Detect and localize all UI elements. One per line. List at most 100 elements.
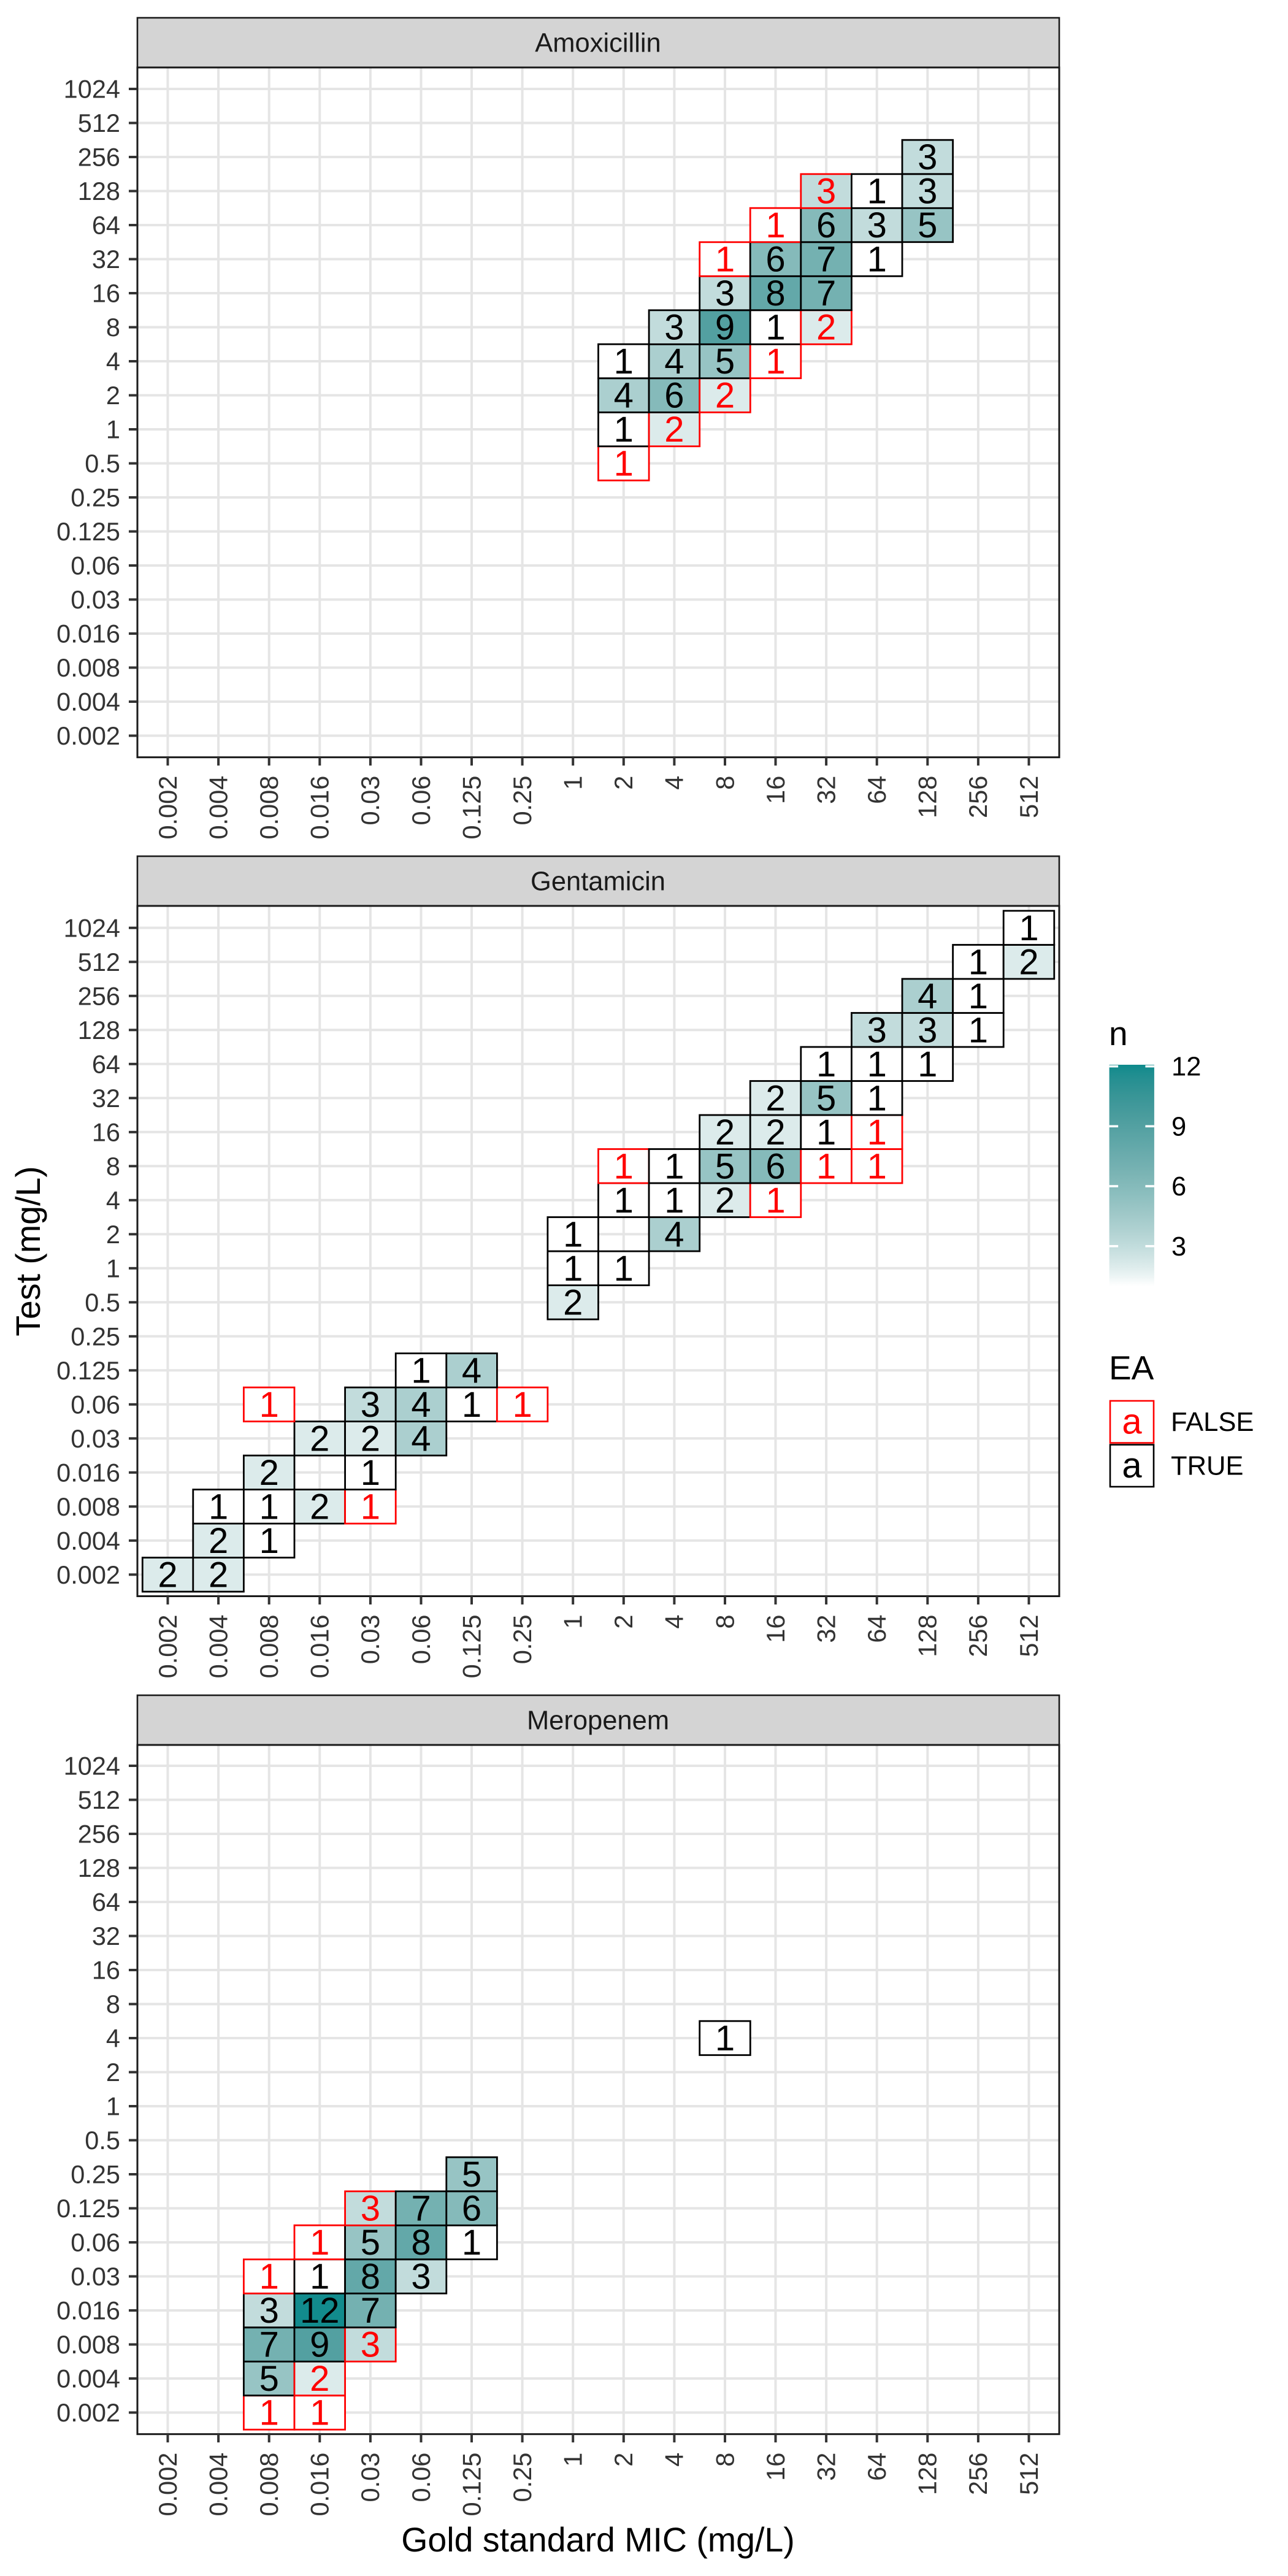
svg-text:2: 2	[563, 1282, 583, 1322]
svg-text:1: 1	[106, 2092, 120, 2121]
svg-text:TRUE: TRUE	[1171, 1452, 1243, 1481]
svg-text:1: 1	[614, 1146, 634, 1186]
svg-text:0.125: 0.125	[56, 517, 120, 546]
svg-text:0.002: 0.002	[56, 1560, 120, 1589]
svg-text:1: 1	[614, 1249, 634, 1289]
svg-text:1: 1	[512, 1385, 532, 1425]
svg-text:1: 1	[867, 1113, 887, 1152]
svg-text:0.25: 0.25	[71, 1322, 120, 1351]
svg-text:1024: 1024	[64, 75, 120, 104]
svg-text:EA: EA	[1109, 1349, 1154, 1387]
svg-text:512: 512	[1014, 776, 1043, 818]
svg-text:1: 1	[310, 2393, 329, 2433]
svg-text:5: 5	[816, 1078, 836, 1118]
svg-text:12: 12	[300, 2291, 340, 2331]
svg-text:0.008: 0.008	[255, 776, 283, 840]
svg-text:0.016: 0.016	[56, 1458, 120, 1487]
svg-text:1: 1	[816, 1045, 836, 1084]
svg-text:32: 32	[92, 1084, 120, 1113]
svg-text:Meropenem: Meropenem	[527, 1706, 669, 1736]
svg-text:8: 8	[710, 1615, 739, 1629]
svg-text:512: 512	[78, 109, 120, 137]
svg-text:0.06: 0.06	[71, 1390, 120, 1419]
svg-text:5: 5	[259, 2359, 279, 2399]
svg-text:1: 1	[816, 1113, 836, 1152]
svg-text:256: 256	[78, 1820, 120, 1849]
svg-text:2: 2	[609, 1615, 638, 1629]
svg-text:1: 1	[209, 1487, 228, 1527]
svg-text:0.008: 0.008	[255, 2453, 283, 2517]
svg-text:4: 4	[462, 1351, 481, 1390]
svg-text:1: 1	[664, 1181, 684, 1221]
svg-text:64: 64	[92, 1049, 120, 1078]
svg-text:128: 128	[913, 2453, 942, 2495]
svg-text:1: 1	[968, 1010, 988, 1050]
svg-text:2: 2	[361, 1419, 380, 1459]
svg-text:32: 32	[811, 1615, 840, 1643]
svg-text:2: 2	[609, 776, 638, 790]
svg-text:1: 1	[968, 942, 988, 982]
svg-text:1: 1	[715, 240, 735, 280]
svg-text:1024: 1024	[64, 1752, 120, 1781]
svg-text:1: 1	[106, 1254, 120, 1282]
svg-text:1: 1	[765, 342, 785, 381]
svg-text:Gentamicin: Gentamicin	[531, 867, 665, 897]
svg-text:1: 1	[310, 2257, 329, 2297]
svg-text:1: 1	[559, 1615, 588, 1629]
svg-text:512: 512	[78, 1785, 120, 1814]
svg-text:1: 1	[614, 444, 634, 484]
svg-text:0.03: 0.03	[71, 585, 120, 614]
svg-text:512: 512	[78, 948, 120, 976]
svg-text:2: 2	[715, 1113, 735, 1152]
svg-text:4: 4	[614, 376, 634, 416]
svg-text:1: 1	[867, 172, 887, 212]
svg-text:0.06: 0.06	[407, 1615, 435, 1665]
svg-text:1: 1	[310, 2223, 329, 2263]
svg-text:4: 4	[106, 1186, 120, 1214]
svg-text:0.002: 0.002	[56, 721, 120, 750]
svg-text:64: 64	[862, 2453, 891, 2481]
svg-text:256: 256	[964, 776, 992, 818]
svg-text:0.25: 0.25	[508, 776, 537, 826]
svg-text:256: 256	[78, 981, 120, 1010]
svg-text:0.125: 0.125	[56, 1356, 120, 1385]
svg-text:1: 1	[765, 1181, 785, 1221]
svg-text:0.03: 0.03	[71, 2262, 120, 2291]
svg-text:1: 1	[462, 2223, 481, 2263]
svg-text:1: 1	[715, 2018, 735, 2058]
svg-text:1: 1	[559, 2453, 588, 2467]
svg-text:2: 2	[310, 1487, 329, 1527]
svg-text:0.03: 0.03	[356, 1615, 385, 1665]
svg-text:2: 2	[664, 410, 684, 450]
svg-text:3: 3	[867, 205, 887, 245]
svg-text:9: 9	[310, 2325, 329, 2365]
svg-text:0.004: 0.004	[204, 776, 232, 840]
svg-text:7: 7	[816, 240, 836, 280]
svg-text:n: n	[1109, 1014, 1128, 1052]
svg-text:2: 2	[106, 2058, 120, 2087]
svg-text:0.25: 0.25	[508, 2453, 537, 2502]
svg-text:32: 32	[92, 1922, 120, 1950]
svg-text:4: 4	[660, 776, 689, 790]
svg-text:6: 6	[765, 1146, 785, 1186]
svg-text:FALSE: FALSE	[1171, 1408, 1254, 1437]
svg-text:128: 128	[913, 1615, 942, 1657]
svg-text:16: 16	[761, 776, 790, 804]
svg-text:8: 8	[710, 776, 739, 790]
svg-text:2: 2	[158, 1555, 177, 1595]
svg-text:4: 4	[660, 2453, 689, 2467]
svg-text:1: 1	[867, 1078, 887, 1118]
svg-text:32: 32	[811, 2453, 840, 2481]
svg-text:4: 4	[411, 1419, 431, 1459]
svg-text:Test (mg/L): Test (mg/L)	[9, 1166, 47, 1336]
svg-text:0.5: 0.5	[85, 2126, 120, 2155]
svg-text:1: 1	[816, 1146, 836, 1186]
svg-text:1: 1	[361, 1453, 380, 1493]
svg-text:5: 5	[918, 205, 937, 245]
svg-text:3: 3	[867, 1010, 887, 1050]
svg-text:8: 8	[106, 313, 120, 342]
svg-text:2: 2	[609, 2453, 638, 2467]
svg-text:0.125: 0.125	[457, 776, 486, 840]
svg-text:2: 2	[106, 1220, 120, 1249]
svg-text:1: 1	[918, 1045, 937, 1084]
